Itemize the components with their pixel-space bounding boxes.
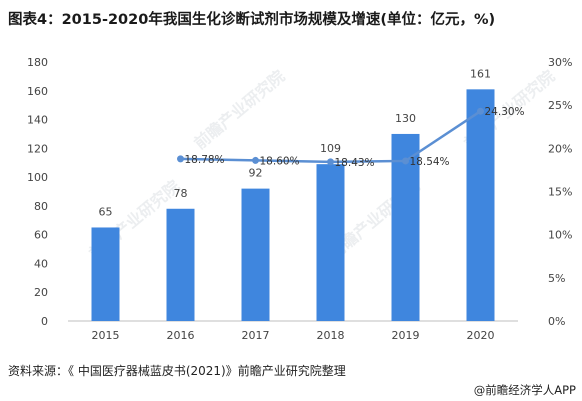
y-left-tick-label: 40: [34, 257, 48, 270]
y-left-tick-label: 80: [34, 200, 48, 213]
brand-credit: @前瞻经济学人APP: [473, 383, 576, 397]
y-right-tick-label: 30%: [548, 56, 572, 69]
growth-point: [327, 158, 334, 166]
watermark: 前瞻产业研究院: [190, 67, 288, 154]
plot-area: 0 20 40 60 80 100 120 140 160 180 0% 5% 10% 15% 20% 25%…: [27, 56, 572, 342]
x-tick-label: 2016: [167, 329, 195, 342]
growth-data-label: 24.30%: [485, 106, 525, 118]
bar-data-label: 130: [395, 112, 416, 125]
y-right-tick-label: 20%: [548, 142, 572, 155]
y-left-tick-label: 60: [34, 229, 48, 242]
growth-point: [177, 155, 184, 163]
source-note: 资料来源：《 中国医疗器械蓝皮书(2021)》前瞻产业研究院整理: [8, 364, 346, 378]
y-left-tick-label: 100: [27, 171, 48, 184]
growth-point: [477, 107, 484, 115]
bar: [91, 227, 120, 321]
bar-data-label: 92: [249, 167, 263, 180]
bar-data-label: 65: [99, 205, 113, 218]
bar: [316, 164, 345, 321]
x-tick-label: 2019: [392, 329, 420, 342]
y-right-tick-label: 15%: [548, 186, 572, 199]
y-left-tick-label: 120: [27, 142, 48, 155]
chart-title: 图表4：2015-2020年我国生化诊断试剂市场规模及增速(单位：亿元，%): [8, 12, 496, 28]
bar: [391, 133, 420, 321]
y-left-tick-label: 0: [41, 315, 48, 328]
growth-point: [402, 157, 409, 165]
bar: [466, 89, 495, 321]
y-right-tick-label: 25%: [548, 99, 572, 112]
x-tick-label: 2018: [317, 329, 345, 342]
growth-data-label: 18.43%: [335, 157, 375, 169]
y-right-tick-label: 5%: [548, 272, 565, 285]
y-right-tick-label: 0%: [548, 315, 565, 328]
y-left-tick-label: 140: [27, 114, 48, 127]
y-left-tick-label: 180: [27, 56, 48, 69]
growth-data-label: 18.54%: [410, 156, 450, 168]
growth-point: [252, 156, 259, 164]
y-left-tick-label: 20: [34, 286, 48, 299]
y-left-tick-label: 160: [27, 85, 48, 98]
x-tick-label: 2015: [92, 329, 120, 342]
bar-data-label: 78: [174, 187, 188, 200]
bar-data-label: 161: [470, 67, 491, 80]
y-right-tick-label: 10%: [548, 229, 572, 242]
x-tick-label: 2017: [242, 329, 270, 342]
bar: [241, 188, 270, 321]
bar: [166, 208, 195, 321]
growth-data-label: 18.60%: [260, 155, 300, 167]
x-tick-label: 2020: [467, 329, 495, 342]
growth-data-label: 18.78%: [185, 154, 225, 166]
bar-data-label: 109: [320, 142, 341, 155]
